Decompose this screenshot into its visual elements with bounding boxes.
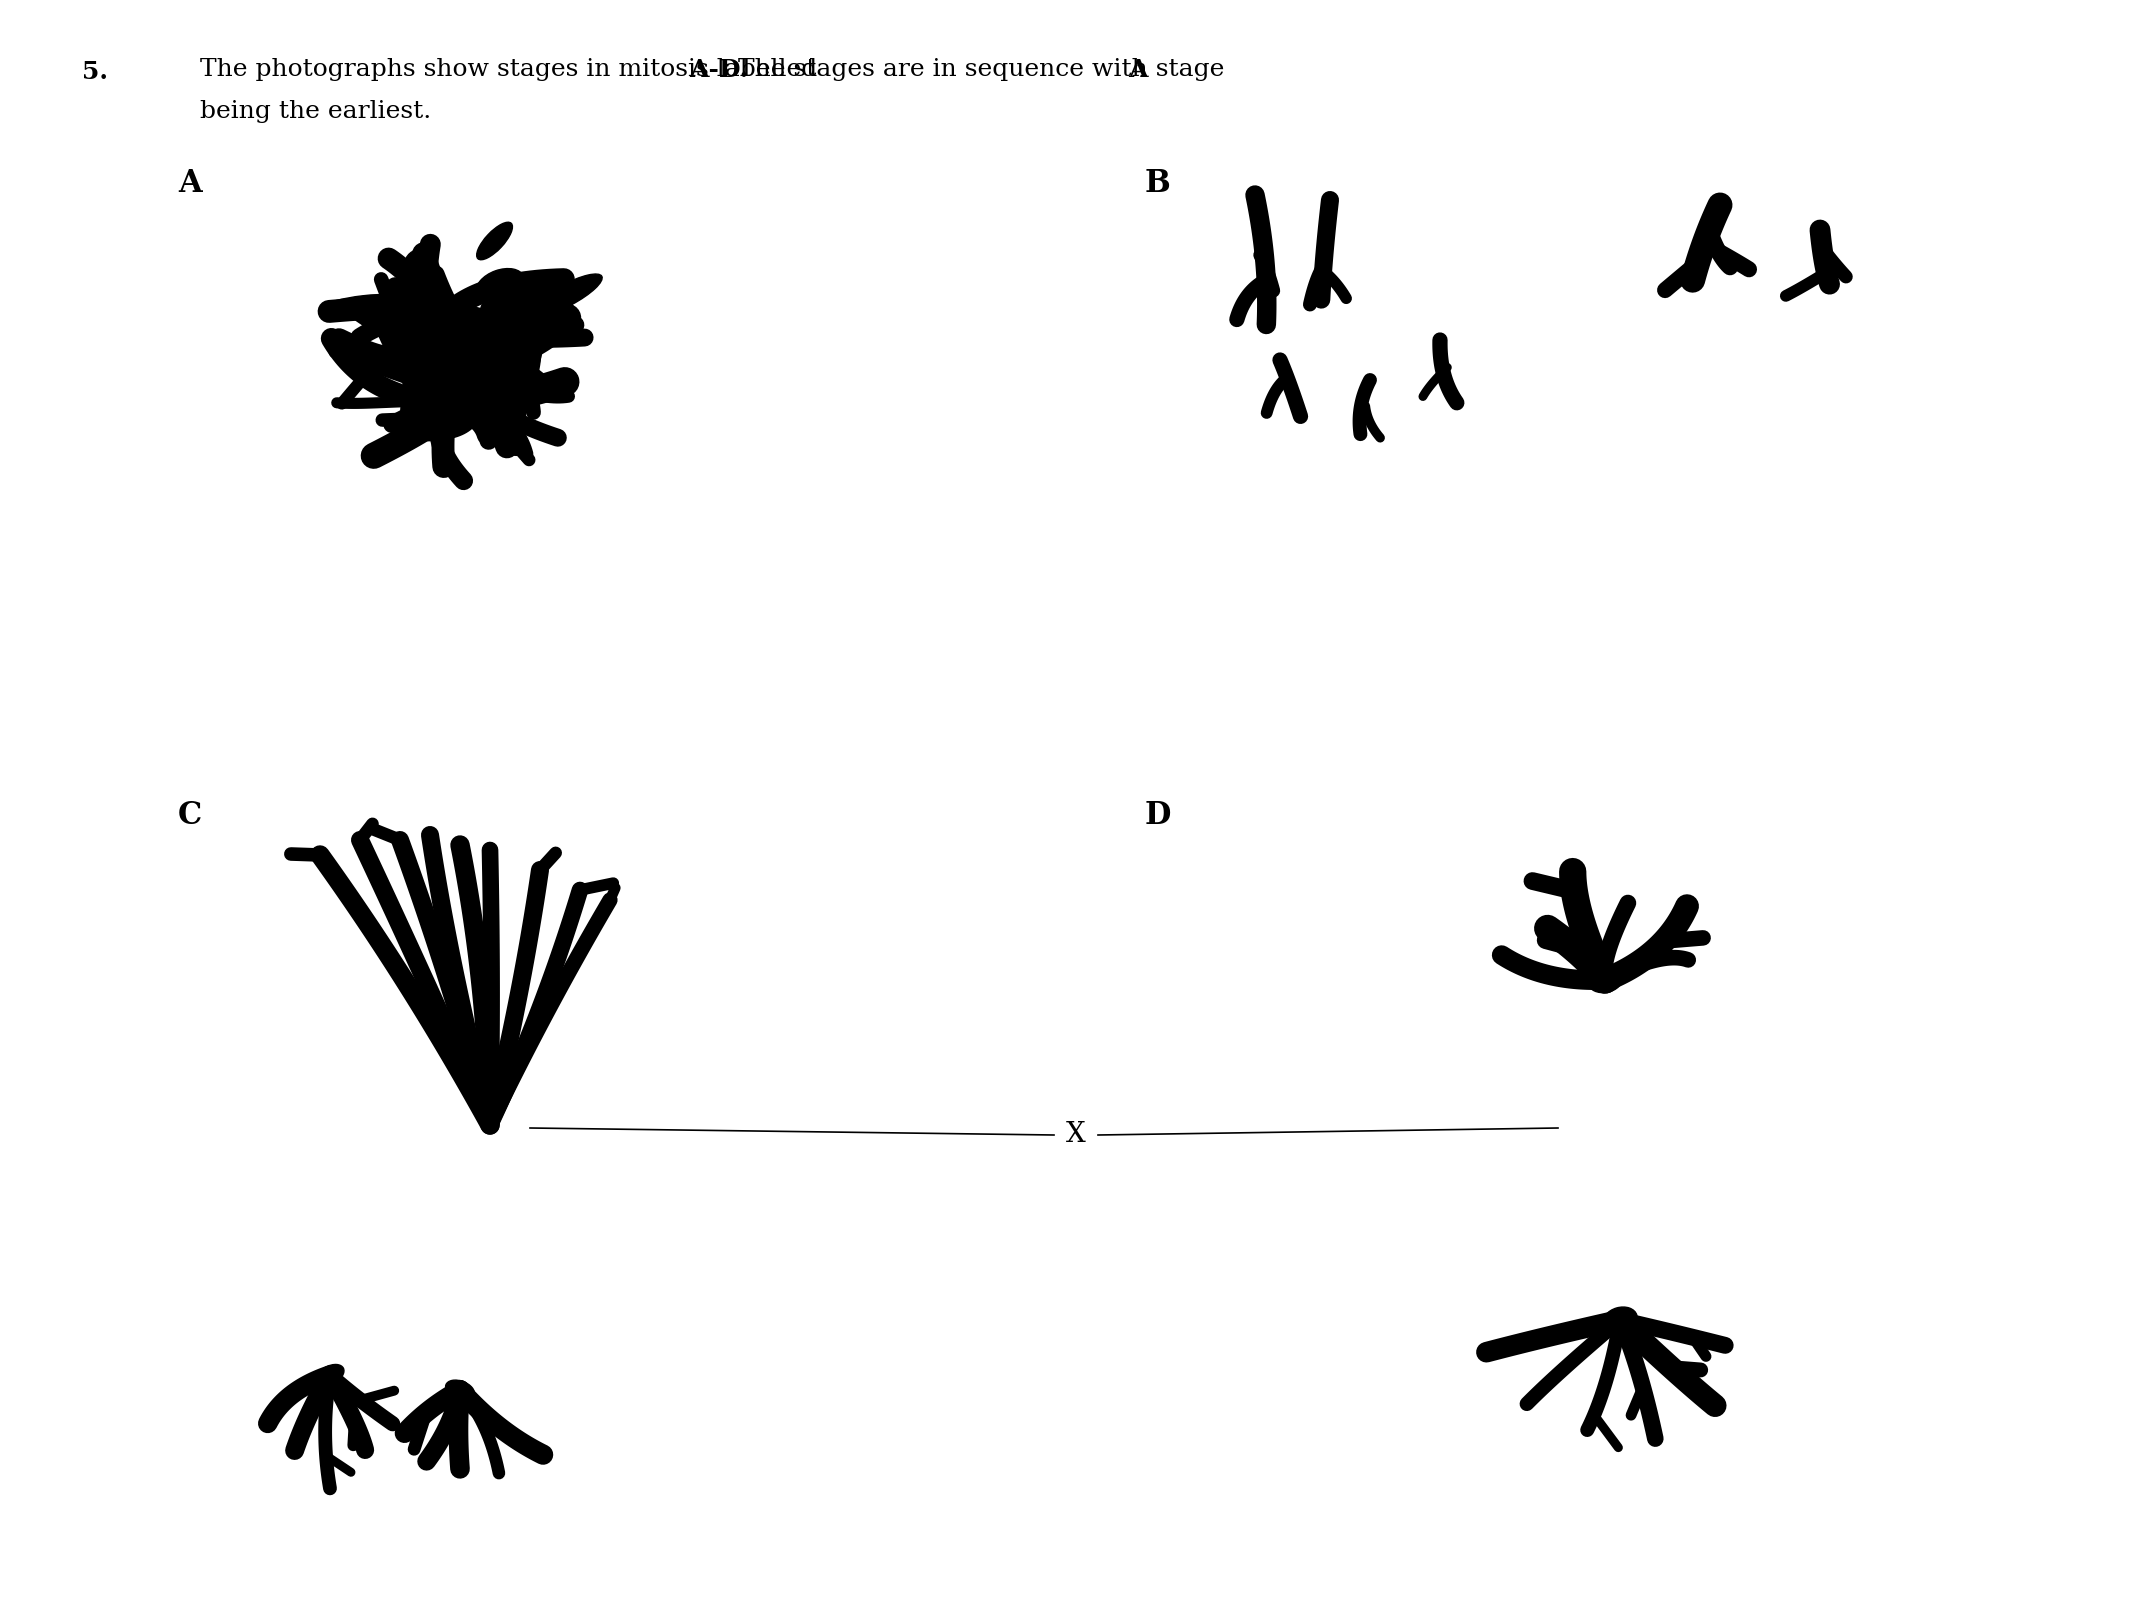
Ellipse shape — [445, 1380, 473, 1399]
Text: 5.: 5. — [82, 60, 108, 84]
Text: C: C — [179, 801, 202, 831]
Ellipse shape — [325, 294, 402, 310]
Text: A: A — [179, 168, 202, 199]
Ellipse shape — [377, 297, 413, 312]
Ellipse shape — [551, 371, 577, 386]
Ellipse shape — [486, 302, 540, 349]
Ellipse shape — [476, 268, 525, 302]
Ellipse shape — [316, 1364, 344, 1385]
Ellipse shape — [392, 357, 463, 386]
Ellipse shape — [1603, 1307, 1638, 1333]
Ellipse shape — [405, 250, 437, 282]
Text: X: X — [1065, 1122, 1087, 1149]
Ellipse shape — [504, 287, 538, 334]
Ellipse shape — [525, 312, 544, 383]
Text: being the earliest.: being the earliest. — [200, 100, 430, 123]
Text: A-D.: A-D. — [689, 58, 749, 82]
Text: The photographs show stages in mitosis labelled: The photographs show stages in mitosis l… — [200, 58, 824, 81]
Ellipse shape — [521, 274, 555, 315]
Text: B: B — [1145, 168, 1171, 199]
Ellipse shape — [478, 223, 512, 260]
Ellipse shape — [532, 274, 603, 316]
Text: D: D — [1145, 801, 1171, 831]
Text: The stages are in sequence with stage: The stages are in sequence with stage — [730, 58, 1233, 81]
Text: A: A — [1128, 58, 1147, 82]
Ellipse shape — [1588, 967, 1623, 993]
